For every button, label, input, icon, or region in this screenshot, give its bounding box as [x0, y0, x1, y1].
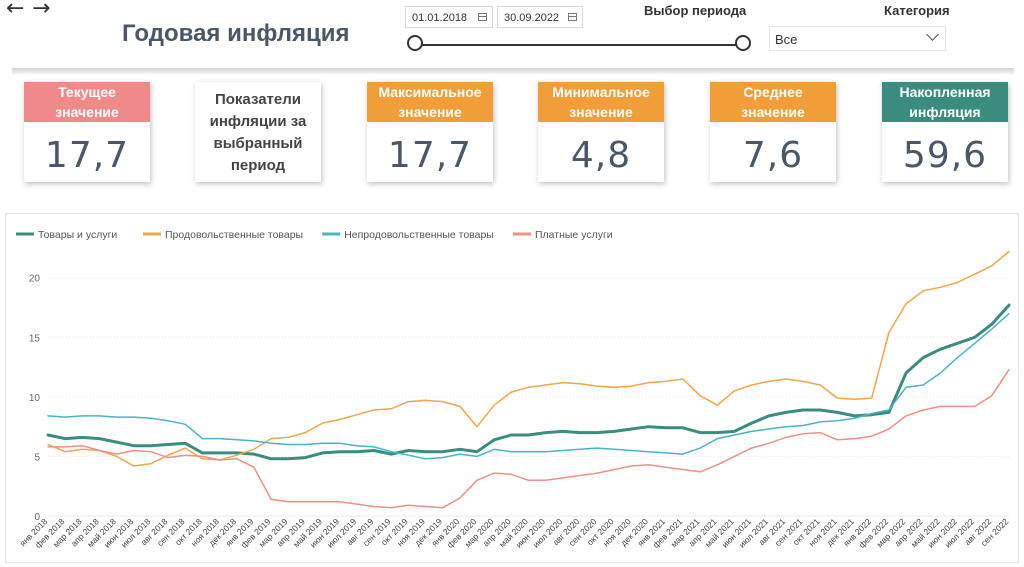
average-value-card: Среднее значение 7,6 [710, 82, 836, 182]
info-line: инфляции за [209, 113, 307, 130]
series-line [47, 368, 1010, 509]
y-tick-label: 20 [29, 274, 41, 285]
chevron-down-icon[interactable] [926, 28, 939, 41]
card-header: Минимальное значение [538, 82, 664, 122]
card-header: Накопленная инфляция [882, 82, 1008, 122]
forward-arrow-icon[interactable]: → [32, 0, 51, 21]
end-date-value: 30.09.2022 [504, 12, 560, 24]
cumulative-inflation-card: Накопленная инфляция 59,6 [882, 82, 1008, 182]
card-header: Текущее значение [24, 82, 150, 122]
legend-label: Платные услуги [535, 229, 613, 241]
card-label: Минимальное [552, 84, 650, 100]
card-label: Текущее [58, 84, 116, 100]
y-tick-label: 0 [34, 512, 40, 523]
cumulative-value: 59,6 [902, 135, 988, 176]
end-date-input[interactable]: 30.09.2022 [497, 6, 583, 28]
period-slider-track[interactable] [416, 44, 744, 46]
card-label: значение [55, 104, 119, 120]
category-label: Категория [884, 3, 950, 18]
period-indicators-card: Показатели инфляции за выбранный период [195, 82, 321, 182]
y-tick-label: 5 [34, 452, 40, 463]
current-value: 17,7 [44, 135, 130, 176]
series-line [47, 250, 1010, 467]
y-tick-label: 10 [29, 393, 41, 404]
card-label: инфляция [909, 104, 981, 120]
info-line: период [230, 157, 286, 174]
page-title: Годовая инфляция [122, 20, 350, 47]
series-line [47, 312, 1010, 460]
inflation-line-chart: 0 5 10 15 20 янв 2018 фев 2018 мар 2018 апр 2018… [5, 213, 1019, 563]
category-dropdown[interactable]: Все [769, 26, 946, 51]
legend-label: Товары и услуги [38, 229, 117, 241]
info-line: Показатели [214, 91, 301, 108]
period-selector-label: Выбор периода [644, 3, 747, 18]
max-value-card: Максимальное значение 17,7 [367, 82, 493, 182]
legend-label: Непродовольственные товары [344, 229, 494, 241]
series-line [46, 303, 1011, 461]
legend-label: Продовольственные товары [165, 229, 303, 241]
max-value: 17,7 [387, 135, 473, 176]
period-slider-start-handle[interactable] [407, 35, 423, 51]
calendar-icon[interactable] [478, 13, 487, 21]
calendar-icon[interactable] [568, 13, 577, 21]
card-label: Среднее [743, 84, 803, 100]
min-value: 4,8 [570, 135, 632, 176]
back-arrow-icon[interactable]: ← [6, 0, 25, 21]
card-label: значение [569, 104, 633, 120]
card-header: Максимальное значение [367, 82, 493, 122]
info-line: выбранный [213, 135, 303, 152]
card-label: Накопленная [899, 84, 991, 100]
card-label: значение [741, 104, 805, 120]
min-value-card: Минимальное значение 4,8 [538, 82, 664, 182]
y-tick-label: 15 [29, 333, 41, 344]
current-value-card: Текущее значение 17,7 [24, 82, 150, 182]
start-date-input[interactable]: 01.01.2018 [405, 6, 493, 28]
start-date-value: 01.01.2018 [412, 12, 468, 24]
header-divider [12, 68, 1014, 74]
card-header: Среднее значение [710, 82, 836, 122]
card-label: Максимальное [378, 84, 482, 100]
category-selected-value: Все [775, 32, 798, 47]
average-value: 7,6 [742, 135, 804, 176]
period-slider-end-handle[interactable] [735, 35, 751, 51]
period-indicators-text: Показатели инфляции за выбранный период [195, 89, 321, 177]
card-label: значение [398, 104, 462, 120]
